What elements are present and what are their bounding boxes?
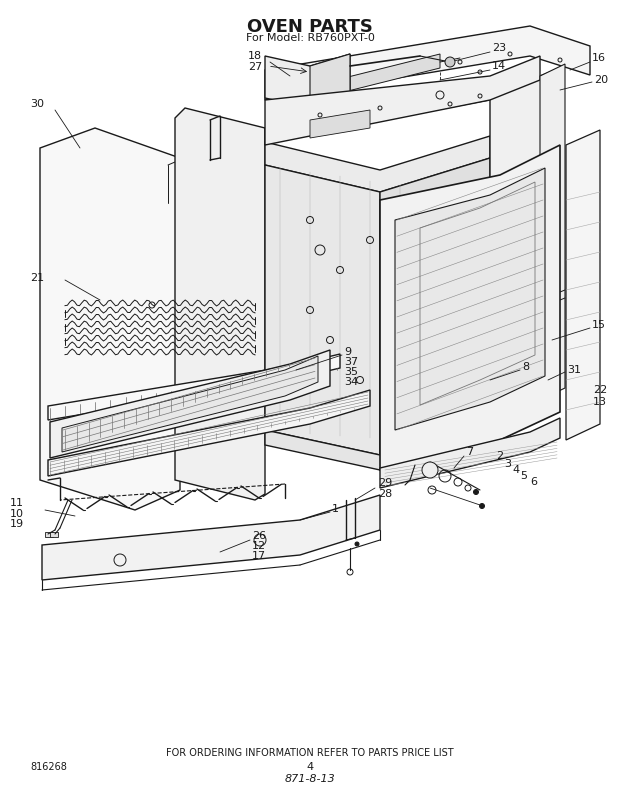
Circle shape: [445, 57, 455, 67]
Text: 7: 7: [466, 447, 473, 457]
Text: 8: 8: [522, 362, 529, 372]
Polygon shape: [265, 420, 490, 470]
Polygon shape: [40, 128, 180, 510]
Text: 12: 12: [252, 541, 266, 551]
Text: 29: 29: [378, 478, 392, 488]
Polygon shape: [380, 418, 560, 488]
Text: 1: 1: [332, 504, 339, 514]
Text: 9: 9: [344, 347, 351, 357]
Text: 31: 31: [567, 365, 581, 375]
Text: 13: 13: [593, 397, 607, 407]
Text: 27: 27: [248, 62, 262, 72]
Polygon shape: [395, 168, 545, 430]
Text: 2: 2: [496, 451, 503, 461]
Text: 23: 23: [492, 43, 506, 53]
Text: 21: 21: [30, 273, 44, 283]
Text: 6: 6: [530, 477, 537, 487]
Text: 30: 30: [30, 99, 44, 109]
Text: 11: 11: [10, 498, 24, 508]
Text: 10: 10: [10, 509, 24, 519]
Text: 871-8-13: 871-8-13: [285, 774, 335, 784]
Polygon shape: [48, 354, 340, 420]
Polygon shape: [490, 68, 560, 420]
Text: 4: 4: [306, 762, 314, 772]
Polygon shape: [566, 130, 600, 440]
Circle shape: [479, 504, 484, 508]
Bar: [50, 532, 58, 537]
Bar: [135, 305, 145, 315]
Text: OVEN PARTS: OVEN PARTS: [247, 18, 373, 36]
Polygon shape: [540, 64, 565, 400]
Polygon shape: [265, 165, 380, 455]
Polygon shape: [380, 145, 560, 470]
Polygon shape: [310, 54, 350, 108]
Text: 17: 17: [252, 551, 266, 561]
Text: 14: 14: [492, 61, 506, 71]
Polygon shape: [265, 26, 590, 100]
Text: FOR ORDERING INFORMATION REFER TO PARTS PRICE LIST: FOR ORDERING INFORMATION REFER TO PARTS …: [166, 748, 454, 758]
Text: 816268: 816268: [30, 762, 67, 772]
Text: 28: 28: [378, 489, 392, 499]
Bar: [113, 285, 123, 295]
Polygon shape: [265, 56, 540, 145]
Text: 15: 15: [592, 320, 606, 330]
Text: 20: 20: [594, 75, 608, 85]
Polygon shape: [380, 158, 490, 455]
Text: 19: 19: [10, 519, 24, 529]
Text: 16: 16: [592, 53, 606, 63]
Polygon shape: [265, 86, 490, 142]
Polygon shape: [340, 54, 440, 93]
Polygon shape: [48, 390, 370, 476]
Polygon shape: [175, 108, 265, 500]
Text: 18: 18: [248, 51, 262, 61]
Text: 26: 26: [252, 531, 266, 541]
Polygon shape: [265, 54, 350, 108]
Text: 5: 5: [520, 471, 527, 481]
Text: 4: 4: [512, 465, 519, 475]
Polygon shape: [310, 110, 370, 138]
Polygon shape: [42, 495, 380, 580]
Circle shape: [355, 542, 359, 546]
Text: 34: 34: [344, 377, 358, 387]
Bar: [45, 532, 53, 537]
Polygon shape: [50, 350, 330, 458]
Circle shape: [474, 489, 479, 494]
Circle shape: [422, 462, 438, 478]
Polygon shape: [265, 136, 490, 192]
Text: For Model: RB760PXT-0: For Model: RB760PXT-0: [246, 33, 374, 43]
Polygon shape: [62, 356, 318, 452]
Text: 37: 37: [344, 357, 358, 367]
Text: 3: 3: [504, 459, 511, 469]
Text: 35: 35: [344, 367, 358, 377]
Text: 22: 22: [593, 385, 607, 395]
